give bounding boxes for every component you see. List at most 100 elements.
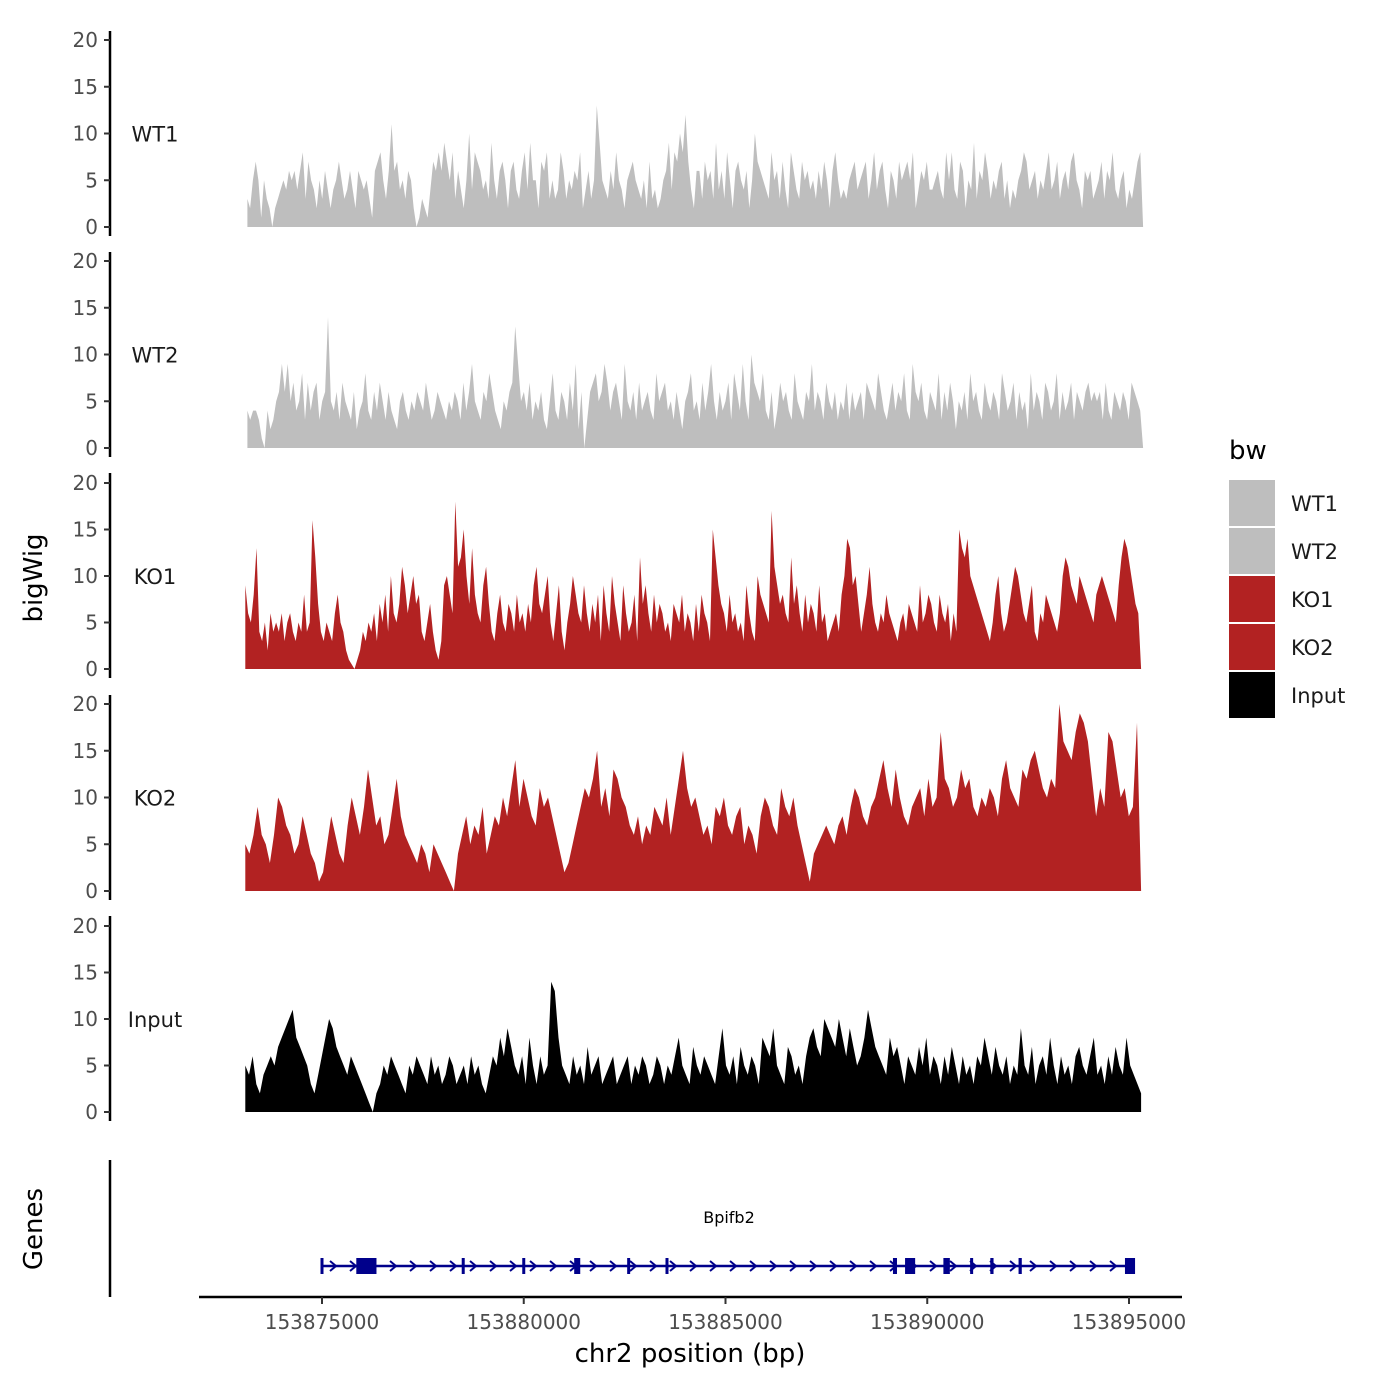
exon: [574, 1258, 581, 1274]
legend: bw WT1 WT2 KO1 KO2 Input: [1229, 436, 1345, 718]
legend-swatch-ko2: [1229, 624, 1275, 670]
y-tick-label: 10: [73, 786, 98, 810]
exon: [1018, 1258, 1022, 1274]
x-tick-label: 153895000: [1072, 1310, 1187, 1334]
strand-arrow: [869, 1260, 878, 1272]
track-label: WT2: [132, 344, 179, 368]
strand-arrow: [549, 1260, 558, 1272]
strand-arrow: [349, 1260, 358, 1272]
track-panel-ko1: 0 5 10 15 20 KO1: [73, 471, 1142, 681]
y-tick-label: 15: [73, 739, 98, 763]
strand-arrow: [449, 1260, 458, 1272]
legend-label-wt2: WT2: [1291, 540, 1338, 564]
strand-arrow: [829, 1260, 838, 1272]
gene-model: [320, 1258, 1136, 1274]
y-tick-label: 0: [85, 879, 98, 903]
exon: [356, 1258, 377, 1274]
y-tick-label: 5: [85, 168, 98, 192]
strand-arrow: [689, 1260, 698, 1272]
y-tick-label: 5: [85, 1054, 98, 1078]
y-tick-label: 15: [73, 296, 98, 320]
y-tick-label: 20: [73, 692, 98, 716]
gene-label: Bpifb2: [703, 1208, 755, 1227]
strand-arrow: [749, 1260, 758, 1272]
coverage-area-wt1: [247, 105, 1144, 227]
strand-arrow: [949, 1260, 958, 1272]
track-panel-wt2: 0 5 10 15 20 WT2: [73, 249, 1144, 460]
exon: [990, 1258, 994, 1274]
exon: [1124, 1258, 1136, 1274]
exon: [943, 1258, 950, 1274]
strand-arrow: [649, 1260, 658, 1272]
strand-arrow: [589, 1260, 598, 1272]
y-tick-label: 10: [73, 343, 98, 367]
genes-panel: Genes Bpifb2: [19, 1160, 1136, 1297]
strand-arrow: [409, 1260, 418, 1272]
strand-arrow: [1009, 1260, 1018, 1272]
strand-arrow: [729, 1260, 738, 1272]
legend-label-ko2: KO2: [1291, 636, 1334, 660]
track-label: KO2: [134, 787, 177, 811]
y-tick-label: 0: [85, 436, 98, 460]
y-tick-label: 5: [85, 389, 98, 413]
strand-arrow: [809, 1260, 818, 1272]
strand-arrow: [709, 1260, 718, 1272]
x-axis: 153875000 153880000 153885000 153890000 1538…: [199, 1295, 1187, 1369]
strand-arrow: [789, 1260, 798, 1272]
legend-label-wt1: WT1: [1291, 492, 1338, 516]
y-tick-label: 5: [85, 611, 98, 635]
exon: [627, 1258, 631, 1274]
strand-arrow: [1109, 1260, 1118, 1272]
track-label: Input: [128, 1008, 182, 1032]
y-tick-label: 15: [73, 518, 98, 542]
y-tick-label: 10: [73, 1007, 98, 1031]
coverage-area-ko2: [245, 704, 1142, 891]
y-axis-title: bigWig: [19, 533, 49, 622]
legend-label-ko1: KO1: [1291, 588, 1334, 612]
strand-arrow: [669, 1260, 678, 1272]
exon: [461, 1258, 465, 1274]
y-tick-label: 20: [73, 249, 98, 273]
strand-arrow: [929, 1260, 938, 1272]
strand-arrow: [429, 1260, 438, 1272]
y-tick-label: 10: [73, 564, 98, 588]
legend-swatch-input: [1229, 672, 1275, 718]
strand-arrow: [469, 1260, 478, 1272]
strand-arrow: [1089, 1260, 1098, 1272]
y-tick-label: 10: [73, 122, 98, 146]
strand-arrow: [1069, 1260, 1078, 1272]
legend-swatch-wt2: [1229, 528, 1275, 574]
legend-label-input: Input: [1291, 684, 1345, 708]
exon: [665, 1258, 669, 1274]
x-tick-label: 153885000: [668, 1310, 783, 1334]
legend-swatch-ko1: [1229, 576, 1275, 622]
coverage-area-input: [245, 981, 1142, 1112]
exon: [905, 1258, 916, 1274]
x-tick-label: 153875000: [265, 1310, 380, 1334]
strand-arrow: [629, 1260, 638, 1272]
y-tick-label: 20: [73, 28, 98, 52]
y-tick-label: 15: [73, 961, 98, 985]
strand-arrow: [489, 1260, 498, 1272]
strand-arrow: [529, 1260, 538, 1272]
genes-axis-title: Genes: [19, 1188, 49, 1270]
strand-arrow: [329, 1260, 338, 1272]
x-ticks: 153875000 153880000 153885000 153890000 1538…: [265, 1297, 1187, 1334]
legend-title: bw: [1229, 436, 1267, 466]
strand-arrow: [509, 1260, 518, 1272]
coverage-area-wt2: [247, 317, 1144, 448]
strand-arrow: [849, 1260, 858, 1272]
coverage-area-ko1: [245, 501, 1142, 669]
y-tick-label: 15: [73, 75, 98, 99]
track-label: WT1: [132, 123, 179, 147]
exon: [320, 1258, 324, 1274]
strand-arrow: [389, 1260, 398, 1272]
exon: [970, 1258, 974, 1274]
y-tick-label: 0: [85, 215, 98, 239]
strand-arrow: [1049, 1260, 1058, 1272]
x-axis-title: chr2 position (bp): [575, 1339, 806, 1369]
legend-swatch-wt1: [1229, 480, 1275, 526]
y-tick-label: 5: [85, 832, 98, 856]
tracks-layer: 0 5 10 15 20 WT1 0 5 10 15 20 WT2 0 5 10 15 20 KO1 0 5 10 15 2…: [73, 28, 1144, 1124]
